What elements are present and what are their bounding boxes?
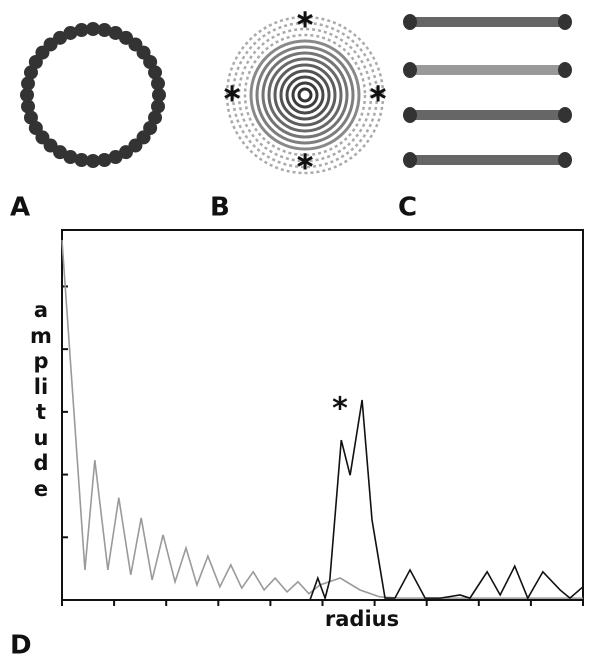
ring-dot <box>119 145 133 160</box>
ring-dot <box>74 152 89 167</box>
x-axis-label: radius <box>325 607 399 631</box>
rod <box>405 155 570 165</box>
panel-label: C <box>398 193 417 223</box>
panel-label: B <box>210 193 230 223</box>
ring-dot <box>152 88 166 102</box>
diffraction-ring <box>243 33 367 157</box>
ring-dot <box>143 55 158 69</box>
rod <box>405 110 570 120</box>
ring-dot <box>21 99 36 114</box>
diffraction-ring <box>261 51 349 139</box>
diffraction-ring <box>255 45 355 145</box>
diffraction-ring <box>267 57 343 133</box>
diffraction-ring <box>279 69 331 121</box>
ring-dot <box>23 110 38 125</box>
rod-end <box>403 14 417 30</box>
ring-dot <box>97 152 112 167</box>
rod-end <box>558 152 572 168</box>
star-mark: ∗ <box>294 5 316 35</box>
diffraction-ring <box>273 63 337 127</box>
ring-dot <box>148 65 163 80</box>
rod <box>405 17 570 27</box>
ring-dot <box>63 150 78 165</box>
diffraction-ring <box>249 39 361 151</box>
rod-end <box>403 152 417 168</box>
rod-end <box>558 14 572 30</box>
ring-dot <box>148 110 163 125</box>
ring-dot <box>86 154 100 168</box>
diffraction-ring <box>285 75 325 115</box>
star-mark: ∗ <box>221 79 243 109</box>
ring-dot <box>86 22 100 36</box>
diffraction-ring <box>297 87 313 103</box>
ring-dot <box>108 150 123 165</box>
diffraction-ring <box>291 81 319 109</box>
panel-label: A <box>10 193 30 223</box>
ring-dot <box>21 76 36 91</box>
rod-end <box>558 62 572 78</box>
diffraction-ring <box>231 21 379 169</box>
ring-dot <box>63 25 78 40</box>
ring-dot <box>150 76 165 91</box>
star-mark: ∗ <box>294 147 316 177</box>
ring-dot <box>28 121 43 135</box>
ring-dot <box>97 23 112 38</box>
plot-frame <box>61 229 584 601</box>
ring-dot <box>20 88 34 102</box>
annotation: * <box>332 392 348 427</box>
ring-dot <box>150 99 165 114</box>
data-line <box>309 399 584 601</box>
rod-end <box>558 107 572 123</box>
diffraction-ring <box>237 27 373 163</box>
ring-dot <box>108 25 123 40</box>
rod-end <box>403 62 417 78</box>
y-axis-label: amplitude <box>30 298 52 501</box>
star-mark: ∗ <box>367 79 389 109</box>
data-line <box>61 239 583 599</box>
ring-dot <box>23 65 38 80</box>
rod <box>405 65 570 75</box>
ring-dot <box>53 30 67 45</box>
diffraction-ring <box>225 15 385 175</box>
ring-dot <box>74 23 89 38</box>
panel-label: D <box>10 631 32 658</box>
rod-end <box>403 107 417 123</box>
